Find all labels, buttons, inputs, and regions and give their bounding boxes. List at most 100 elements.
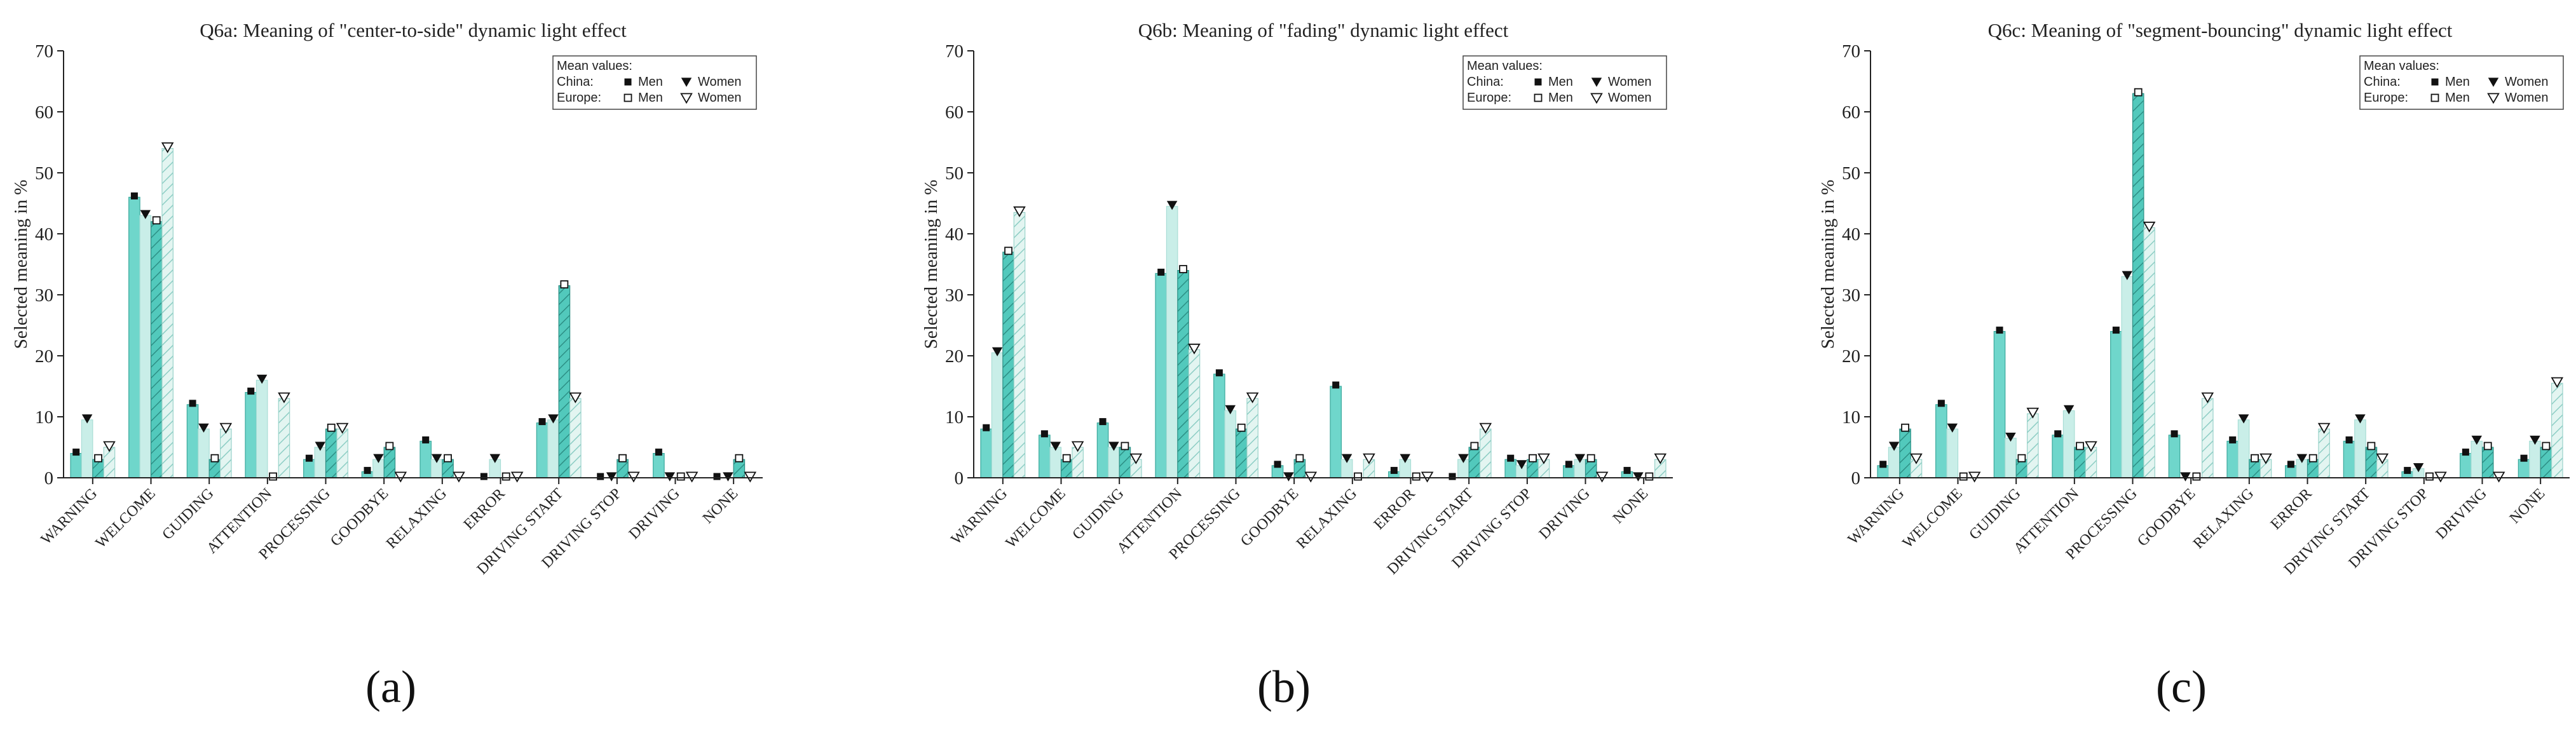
panel-c-legend-title: Mean values: bbox=[2364, 59, 2439, 73]
panel-a-marker-china-men bbox=[538, 418, 546, 426]
panel-c-marker-europe-men bbox=[2017, 454, 2026, 463]
panel-b-legend-box bbox=[1462, 55, 1667, 110]
panel-b-marker-europe-women bbox=[1537, 453, 1550, 464]
panel-b-marker-china-women bbox=[1341, 454, 1353, 463]
panel-c-marker-europe-women bbox=[1910, 453, 1923, 464]
panel-c-y-tick-label: 0 bbox=[1851, 468, 1861, 489]
panel-a-y-tick-label: 20 bbox=[35, 346, 53, 367]
panel-b-marker-china-women bbox=[1050, 442, 1061, 451]
panel-a-bar bbox=[653, 452, 665, 478]
panel-b-y-tick-label: 0 bbox=[955, 468, 964, 489]
panel-b-marker-europe-women bbox=[1129, 453, 1143, 464]
panel-c-bar bbox=[1888, 447, 1900, 478]
panel-b-bar bbox=[991, 352, 1004, 478]
panel-a-marker-china-women bbox=[140, 210, 151, 219]
panel-a-marker-china-men bbox=[130, 192, 138, 199]
panel-c-marker-china-men bbox=[2054, 430, 2062, 438]
panel-a-marker-china-men bbox=[72, 449, 80, 456]
panel-b-bar bbox=[1155, 273, 1168, 478]
panel-a-marker-europe-men bbox=[618, 454, 627, 463]
panel-c-bar bbox=[2551, 382, 2563, 478]
panel-b-legend-europe: Europe: bbox=[1467, 91, 1511, 105]
panel-b-marker-europe-men bbox=[1470, 442, 1479, 450]
panel-a-bar bbox=[219, 428, 232, 478]
panel-b-marker-china-men bbox=[1507, 454, 1515, 462]
panel-b-bar bbox=[1013, 212, 1026, 478]
panel-a-marker-china-men bbox=[364, 466, 371, 474]
panel-a-marker-europe-women bbox=[103, 441, 116, 452]
panel-c-legend-marker-china-men bbox=[2431, 78, 2439, 86]
panel-b-marker-europe-women bbox=[1479, 423, 1492, 434]
panel-a-marker-europe-men bbox=[501, 472, 510, 481]
panel-a-marker-europe-women bbox=[336, 423, 349, 434]
panel-b-marker-china-men bbox=[1274, 461, 1281, 468]
panel-c-bar bbox=[2343, 440, 2355, 478]
panel-c-marker-china-women bbox=[2413, 463, 2424, 473]
panel-a-legend: Mean values: China: Europe: Men Women Men Wome… bbox=[552, 55, 757, 110]
panel-b-bar bbox=[1096, 422, 1109, 478]
panel-c-bar bbox=[2062, 410, 2075, 478]
panel-b-legend-men-2: Men bbox=[1548, 91, 1573, 105]
panel-a-marker-china-women bbox=[489, 454, 501, 463]
panel-b-marker-china-men bbox=[983, 424, 990, 431]
panel-c-marker-europe-men bbox=[2192, 472, 2201, 481]
panel-a-bar bbox=[547, 419, 559, 478]
panel-a-marker-china-women bbox=[606, 472, 617, 482]
panel-b-title: Q6b: Meaning of "fading" dynamic light e… bbox=[1138, 19, 1509, 41]
panel-c-legend-men-2: Men bbox=[2445, 91, 2470, 105]
panel-a-marker-europe-men bbox=[385, 442, 394, 450]
panel-b-legend-marker-china-women bbox=[1591, 78, 1602, 87]
panel-a-y-tick-label: 10 bbox=[35, 407, 53, 428]
panel-b-marker-europe-men bbox=[1121, 442, 1129, 450]
panel-a-y-axis-label: Selected meaning in % bbox=[11, 180, 31, 349]
panel-b-marker-china-men bbox=[1040, 430, 1048, 438]
panel-c-marker-europe-men bbox=[2134, 88, 2143, 97]
panel-c-bar bbox=[2143, 227, 2155, 478]
panel-a-marker-europe-women bbox=[510, 471, 524, 483]
panel-a-bar bbox=[569, 398, 582, 478]
panel-c-x-tick-label: ERROR bbox=[2268, 485, 2315, 533]
panel-a-legend-marker-china-women bbox=[681, 78, 692, 87]
panel-a-legend-men-2: Men bbox=[638, 91, 663, 105]
panel-b-bar bbox=[1166, 206, 1178, 478]
panel-b-marker-europe-men bbox=[1412, 472, 1421, 481]
panel-c-legend-marker-china-women bbox=[2488, 78, 2499, 87]
panel-c-y-tick-label: 50 bbox=[1842, 163, 1860, 184]
panel-b-bar bbox=[1468, 447, 1481, 478]
panel-c-legend-europe: Europe: bbox=[2364, 91, 2408, 105]
panel-a-y-tick-label: 0 bbox=[44, 468, 54, 489]
panel-b-bar bbox=[1049, 447, 1062, 478]
panel-a-marker-china-men bbox=[713, 473, 721, 480]
panel-b-marker-china-women bbox=[1516, 460, 1527, 470]
panel-b-marker-china-men bbox=[1565, 461, 1572, 468]
panel-b-marker-europe-men bbox=[1179, 265, 1187, 274]
panel-c-legend-women-1: Women bbox=[2505, 75, 2549, 89]
panel-c-marker-europe-women bbox=[2259, 453, 2272, 464]
panel-b-x-tick-label: WARNING bbox=[948, 485, 1011, 548]
panel-c-marker-china-men bbox=[1996, 327, 2003, 334]
panel-a-marker-europe-men bbox=[152, 216, 161, 225]
panel-c-marker-china-men bbox=[1879, 461, 1887, 468]
panel-b-marker-europe-men bbox=[1237, 423, 1246, 432]
panel-a-bar bbox=[536, 422, 549, 478]
panel-b-marker-china-men bbox=[1215, 369, 1223, 377]
panel-b-marker-china-women bbox=[1633, 472, 1644, 482]
panel-c-bar bbox=[2005, 437, 2017, 478]
panel-a-marker-china-men bbox=[422, 436, 430, 443]
panel-a-legend-europe: Europe: bbox=[557, 91, 601, 105]
panel-b-marker-china-women bbox=[1225, 405, 1236, 415]
panel-b-x-tick-label: RELAXING bbox=[1293, 485, 1360, 552]
panel-a-marker-china-men bbox=[189, 400, 196, 407]
panel-c-bar bbox=[2318, 428, 2330, 478]
panel-c-marker-europe-men bbox=[1901, 423, 1909, 432]
panel-a-x-tick-label: GUIDING bbox=[159, 485, 217, 543]
panel-b-marker-europe-men bbox=[1529, 454, 1537, 463]
panel-b-y-tick-label: 70 bbox=[945, 41, 964, 62]
panel-b-legend-marker-china-men bbox=[1534, 78, 1542, 86]
panel-c-marker-china-men bbox=[2462, 449, 2469, 456]
panel-c-marker-china-women bbox=[2063, 405, 2075, 415]
panel-c-marker-china-women bbox=[2471, 435, 2483, 445]
panel-c-legend-marker-europe-men bbox=[2430, 93, 2439, 102]
panel-b-bar bbox=[1177, 270, 1189, 478]
panel-b-marker-china-men bbox=[1390, 466, 1398, 474]
